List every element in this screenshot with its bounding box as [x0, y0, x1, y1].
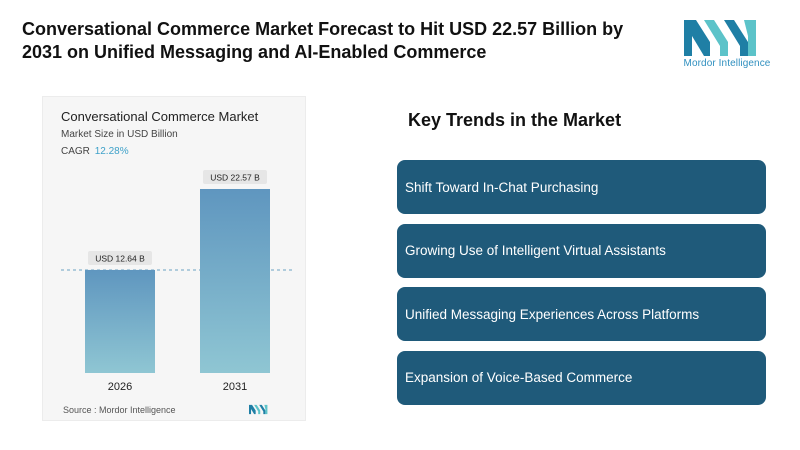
key-trends-list: Shift Toward In-Chat Purchasing Growing …	[397, 160, 766, 414]
trend-item: Growing Use of Intelligent Virtual Assis…	[397, 223, 766, 278]
chart-subtitle: Market Size in USD Billion	[61, 129, 178, 140]
bar-2026	[85, 269, 155, 373]
trend-item: Unified Messaging Experiences Across Pla…	[397, 287, 766, 341]
data-label: USD 22.57 B	[210, 173, 260, 183]
bar-chart: USD 12.64 B 2026 USD 22.57 B 2031	[61, 170, 295, 393]
cagr-value: 12.28%	[94, 146, 129, 157]
mordor-intelligence-logo-icon	[684, 20, 756, 56]
data-label-box	[88, 250, 152, 265]
data-label-box	[203, 170, 267, 184]
brand-name: Mordor Intelligence	[683, 58, 771, 69]
cagr-label: CAGR	[61, 146, 90, 157]
trend-item: Expansion of Voice-Based Commerce	[397, 350, 766, 405]
mordor-intelligence-mini-logo-icon	[249, 404, 268, 415]
key-trends-title: Key Trends in the Market	[408, 110, 622, 130]
cagr-row: CAGR 12.28%	[61, 146, 129, 157]
chart-card: Conversational Commerce Market Market Si…	[42, 96, 306, 421]
trend-item: Shift Toward In-Chat Purchasing	[397, 160, 766, 214]
page-headline: Conversational Commerce Market Forecast …	[22, 19, 624, 62]
brand-logo: Mordor Intelligence	[672, 16, 782, 72]
bar-2031	[200, 189, 270, 373]
chart-source: Source : Mordor Intelligence	[63, 405, 176, 415]
chart-title: Conversational Commerce Market	[61, 109, 259, 124]
x-tick-label: 2031	[223, 381, 247, 393]
x-tick-label: 2026	[108, 381, 132, 393]
data-label: USD 12.64 B	[95, 253, 145, 263]
